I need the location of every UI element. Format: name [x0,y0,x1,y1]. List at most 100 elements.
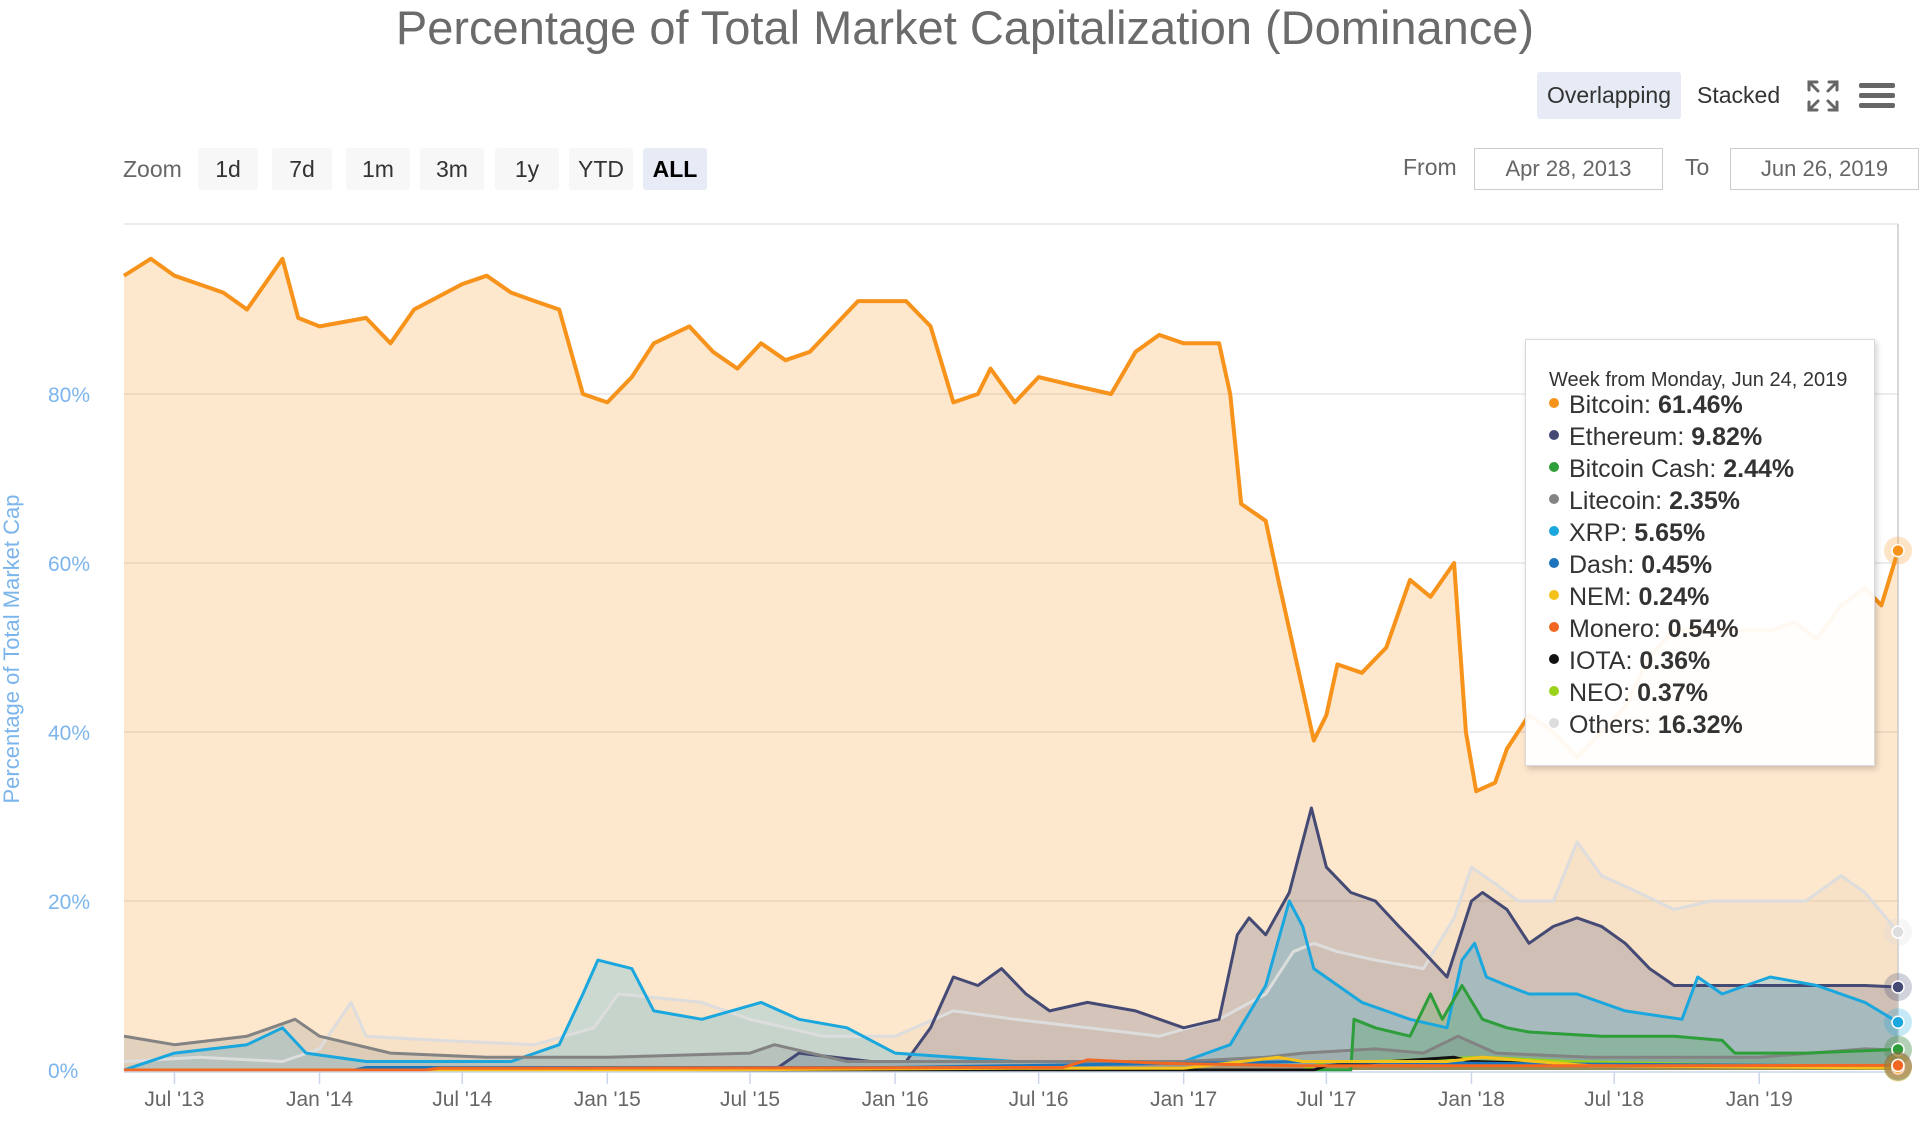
zoom-1y-button[interactable]: 1y [495,148,559,190]
chart-title: Percentage of Total Market Capitalizatio… [395,1,1535,54]
x-axis: Jul '13 Jan '14 Jul '14 Jan '15 Jul '15 Jan '… [124,1071,1898,1111]
tooltip-series-name: XRP: [1569,519,1635,547]
to-label: To [1685,154,1710,180]
zoom-ytd-button[interactable]: YTD [569,148,633,190]
tooltip-series-name: Litecoin: [1569,487,1670,515]
tooltip-series-name: Monero: [1569,615,1668,643]
others-area [124,841,1898,1070]
x-tick-label: Jan '16 [862,1088,929,1111]
tooltip-series-name: Others: [1569,711,1658,739]
tooltip-series-name: Dash: [1569,551,1642,579]
tooltip-series-value: 61.46% [1657,391,1743,419]
legend-dot-icon [1549,398,1559,409]
series-end-markers [1884,536,1912,1082]
others-marker [1891,925,1905,939]
monero-marker [1891,1058,1905,1073]
x-tick-label: Jan '14 [286,1088,353,1111]
zoom-7d-button[interactable]: 7d [272,148,332,190]
y-tick-label: 40% [48,722,90,745]
legend-dot-icon [1549,526,1559,537]
tooltip-row: NEO: 0.37% [1549,679,1708,708]
tooltip-row: IOTA: 0.36% [1549,647,1710,676]
y-tick-label: 60% [48,553,90,576]
zoom-1m-button[interactable]: 1m [346,148,410,190]
zoom-all-button[interactable]: ALL [643,148,707,190]
hamburger-menu-icon[interactable] [1858,78,1895,114]
zoom-3m-button[interactable]: 3m [420,148,484,190]
tooltip-series-value: 5.65% [1634,519,1706,547]
x-tick-label: Jan '17 [1150,1088,1217,1111]
tooltip-row: NEM: 0.24% [1549,583,1709,612]
bitcoin-cash-area [124,985,1898,1070]
x-tick-label: Jan '18 [1438,1088,1505,1111]
ethereum-marker [1891,980,1905,994]
tooltip-row: Dash: 0.45% [1549,551,1712,580]
tooltip-row: Bitcoin: 61.46% [1549,391,1743,420]
bitcoin-marker [1891,543,1905,558]
tooltip-series-name: Bitcoin Cash: [1569,455,1724,483]
tooltip-row: Litecoin: 2.35% [1549,487,1740,516]
tooltip-series-value: 2.35% [1669,487,1740,515]
legend-dot-icon [1549,718,1559,729]
tooltip-row: XRP: 5.65% [1549,519,1705,548]
xrp-marker [1891,1015,1905,1030]
x-tick-label: Jul '13 [144,1088,204,1111]
tooltip-series-value: 0.54% [1667,615,1739,643]
tooltip-series-value: 2.44% [1723,455,1795,483]
tooltip-series-name: IOTA: [1569,647,1640,675]
legend-dot-icon [1549,654,1559,665]
y-axis-title: Percentage of Total Market Cap [0,494,24,804]
to-date-input[interactable]: Jun 26, 2019 [1730,148,1919,190]
tooltip-series-name: NEO: [1569,679,1638,707]
tooltip-series-name: NEM: [1569,583,1639,611]
ethereum-area [124,808,1898,1070]
x-tick-label: Jan '15 [574,1088,641,1111]
overlapping-button[interactable]: Overlapping [1537,72,1682,119]
tooltip: Week from Monday, Jun 24, 2019 Bitcoin: … [1525,339,1875,766]
legend-dot-icon [1549,622,1559,633]
tooltip-series-value: 16.32% [1657,711,1743,739]
tooltip-row: Monero: 0.54% [1549,615,1739,644]
y-tick-label: 80% [48,384,90,407]
legend-dot-icon [1549,558,1559,569]
monero-area [124,1059,1898,1070]
tooltip-row: Bitcoin Cash: 2.44% [1549,455,1794,484]
from-date-input[interactable]: Apr 28, 2013 [1474,148,1663,190]
tooltip-series-value: 9.82% [1691,423,1763,451]
tooltip-series-value: 0.24% [1638,583,1710,611]
legend-dot-icon [1549,686,1559,697]
from-label: From [1403,154,1457,180]
x-tick-label: Jul '17 [1296,1088,1356,1111]
x-tick-label: Jul '18 [1584,1088,1644,1111]
x-tick-label: Jul '16 [1009,1088,1069,1111]
legend-dot-icon [1549,430,1559,441]
y-tick-labels: 0% 20% 40% 60% 80% [48,384,90,1083]
tooltip-series-value: 0.36% [1639,647,1711,675]
tooltip-series-value: 0.45% [1641,551,1713,579]
litecoin-line [123,1017,1899,1063]
tooltip-row: Ethereum: 9.82% [1549,423,1762,452]
x-tick-label: Jul '14 [432,1088,492,1111]
zoom-1d-button[interactable]: 1d [198,148,258,190]
x-tick-label: Jul '15 [720,1088,780,1111]
x-tick-label: Jan '19 [1726,1088,1793,1111]
y-tick-label: 0% [48,1060,78,1083]
tooltip-series-name: Ethereum: [1569,423,1692,451]
xrp-line [123,899,1899,1072]
tooltip-series-value: 0.37% [1637,679,1708,707]
y-tick-label: 20% [48,891,90,914]
others-line [123,840,1900,1063]
bitcoin-cash-line [124,984,1899,1072]
monero-line [124,1058,1899,1072]
zoom-label: Zoom [123,156,182,182]
tooltip-series-name: Bitcoin: [1569,391,1658,419]
stacked-button[interactable]: Stacked [1697,82,1781,108]
bitcoin-area [124,258,1898,1070]
ethereum-line [124,806,1899,1072]
legend-dot-icon [1549,494,1559,505]
legend-dot-icon [1549,590,1559,601]
fullscreen-icon[interactable] [1805,78,1841,114]
tooltip-header: Week from Monday, Jun 24, 2019 [1549,369,1848,391]
bitcoin-cash-marker [1891,1042,1905,1057]
legend-dot-icon [1549,462,1559,473]
